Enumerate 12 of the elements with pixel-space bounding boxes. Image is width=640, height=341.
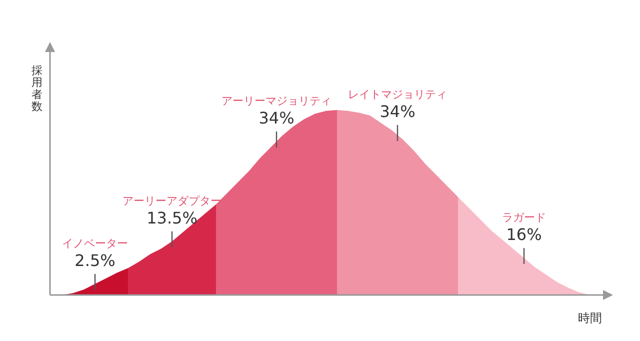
annotation: 13.5% (146, 208, 198, 228)
series-label: レイトマジョリティ (348, 88, 447, 101)
series-label: アーリーアダプター (122, 194, 222, 208)
series-label: アーリーマジョリティ (222, 94, 332, 108)
annotation: 16% (506, 225, 542, 244)
x-axis-title: 時間 (578, 311, 602, 325)
annotation: 34% (380, 102, 416, 121)
annotation: 34% (258, 108, 294, 128)
series-label: イノベーター (62, 236, 128, 250)
annotation: 2.5% (74, 250, 116, 270)
series-label: ラガード (502, 211, 546, 224)
y-axis-title: 採用者数 (32, 64, 42, 113)
